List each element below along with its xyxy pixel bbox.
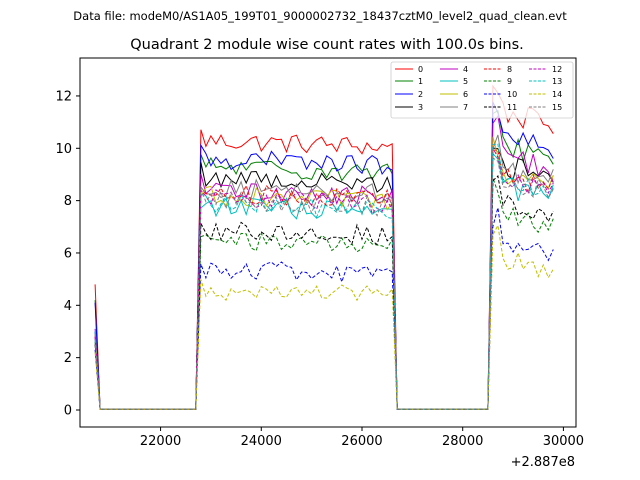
legend-label-7: 7	[463, 103, 468, 112]
legend-label-10: 10	[507, 90, 517, 99]
legend-label-3: 3	[418, 103, 423, 112]
legend-label-12: 12	[552, 65, 562, 74]
legend-label-14: 14	[552, 90, 562, 99]
legend-label-5: 5	[463, 77, 468, 86]
series-line-15	[94, 156, 554, 410]
x-tick-label: 30000	[543, 434, 584, 449]
y-tick-label: 10	[55, 142, 72, 157]
legend-label-2: 2	[418, 90, 423, 99]
x-offset-label: +2.887e8	[511, 455, 575, 470]
legend-label-0: 0	[418, 65, 423, 74]
series-lines	[94, 84, 554, 410]
chart-title: Quadrant 2 module wise count rates with …	[130, 37, 524, 53]
legend-label-15: 15	[552, 103, 562, 112]
legend-label-11: 11	[507, 103, 517, 112]
figure-suptitle: Data file: modeM0/AS1A05_199T01_90000027…	[73, 9, 567, 23]
legend-label-1: 1	[418, 77, 423, 86]
x-tick-label: 24000	[241, 434, 282, 449]
x-tick-label: 26000	[341, 434, 382, 449]
legend-label-8: 8	[507, 65, 512, 74]
y-tick-label: 12	[55, 89, 72, 104]
legend-label-6: 6	[463, 90, 468, 99]
y-tick-label: 6	[64, 246, 72, 261]
legend-label-4: 4	[463, 65, 468, 74]
legend-label-9: 9	[507, 77, 512, 86]
y-tick-label: 8	[64, 194, 72, 209]
y-tick-label: 2	[64, 351, 72, 366]
y-tick-label: 4	[64, 299, 72, 314]
legend-frame	[390, 61, 574, 119]
y-tick-label: 0	[64, 403, 72, 418]
plot-frame	[79, 57, 577, 428]
legend-label-13: 13	[552, 77, 562, 86]
x-tick-label: 22000	[140, 434, 181, 449]
x-tick-label: 28000	[442, 434, 483, 449]
